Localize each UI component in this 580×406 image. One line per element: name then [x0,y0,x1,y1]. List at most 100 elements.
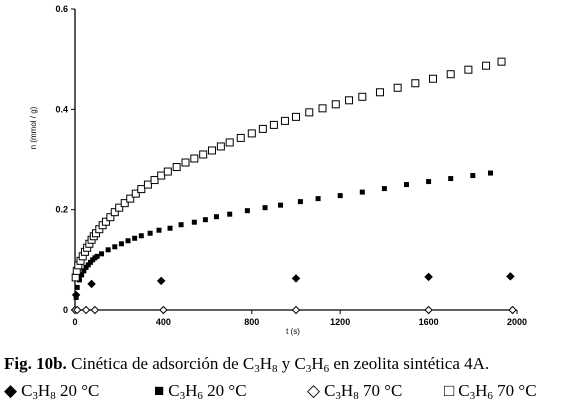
legend-text: C [324,381,336,400]
data-point [120,199,129,208]
data-point [470,173,476,179]
data-point [291,274,301,283]
caption-text: Cinética de adsorción de C [66,354,255,373]
x-tick-label: 0 [72,317,77,327]
legend-text: C [168,381,180,400]
y-tick-label: 0.4 [55,104,68,114]
open-square-icon: □ [444,381,455,400]
legend-temp: 70 °C [492,381,537,400]
x-axis-title: t (s) [286,327,300,336]
data-point [126,194,135,203]
data-point [359,189,365,195]
data-point [156,227,162,233]
caption-text: en zeolita sintética 4A. [329,354,490,373]
legend-text: H [37,381,51,400]
data-point [429,74,438,83]
caption-label: Fig. 10b. [4,354,67,373]
data-point [247,129,256,138]
data-point [125,238,131,244]
data-point [191,219,197,225]
data-point [381,186,387,192]
caption-text: H [311,354,324,373]
data-point [79,272,85,278]
data-point [138,233,144,239]
data-point [482,61,491,70]
data-point [358,92,367,101]
data-point [110,208,119,217]
data-point [508,305,517,315]
data-point [411,79,420,88]
data-point [448,176,454,182]
x-tick-label: 2000 [507,317,527,327]
data-point [297,199,303,205]
x-tick-label: 1600 [419,317,439,327]
data-point [202,217,208,223]
data-point [112,244,118,250]
legend-item-c3h6-70: □ C3H6 70 °C [444,381,537,402]
tick-labels: 0 400 800 1200 1600 2000 0 0.2 0.4 0.6 [55,4,527,327]
legend-sub: 6 [487,390,493,402]
data-point [292,112,300,121]
x-tick-label: 1200 [330,317,350,327]
data-point [178,222,184,228]
filled-diamond-icon: ◆ [4,381,18,400]
data-point [181,158,190,167]
data-point [446,70,455,79]
data-point [213,214,219,220]
x-tick-label: 800 [244,317,259,327]
data-point [137,185,146,194]
data-point [318,104,327,113]
data-point [199,150,208,159]
legend-text: H [185,381,198,400]
data-point [262,205,268,211]
legend-text: H [340,381,354,400]
open-diamond-icon: ◇ [307,381,321,400]
filled-square-icon: ■ [154,381,165,400]
data-point [106,213,115,222]
legend-sub: 3 [32,390,38,402]
legend: ◆ C3H8 20 °C ■ C3H6 20 °C ◇ C3H8 70 °C □ C3H… [4,381,579,405]
legend-text: C [21,381,33,400]
caption-text: y C [277,354,306,373]
caption-sub: 8 [272,363,278,375]
data-point [85,262,91,268]
data-point [101,217,110,226]
data-point [506,272,515,281]
legend-item-c3h6-20: ■ C3H6 20 °C [154,381,247,402]
series-2 [70,305,517,315]
data-point [424,305,433,315]
data-point [269,120,278,129]
caption-sub: 3 [254,363,260,375]
data-point [236,133,245,142]
legend-text: H [475,381,488,400]
x-tick-label: 400 [156,317,171,327]
legend-sub: 3 [179,390,186,402]
data-point [143,180,152,189]
data-point [258,124,267,133]
y-tick-label: 0.6 [55,4,68,14]
caption-text: H [259,354,273,373]
data-point [118,241,124,247]
data-point [190,154,199,163]
data-point [208,146,217,155]
data-point [87,279,96,289]
y-tick-label: 0 [63,305,68,315]
data-point [132,235,138,241]
legend-sub: 3 [335,390,341,402]
caption-sub: 3 [305,363,312,375]
legend-sub: 6 [197,390,203,402]
data-point [278,202,284,208]
data-point [74,284,80,290]
y-axis-title: n (mmol / g) [29,106,38,149]
data-point [167,225,173,231]
data-point [331,100,340,109]
series-1 [73,170,493,300]
data-point [131,189,140,198]
legend-temp: 70 °C [358,381,403,400]
data-point [81,305,91,315]
axes [74,9,517,311]
data-point [315,196,321,202]
legend-temp: 20 °C [202,381,247,400]
legend-sub: 8 [353,390,359,402]
data-point [94,253,100,259]
